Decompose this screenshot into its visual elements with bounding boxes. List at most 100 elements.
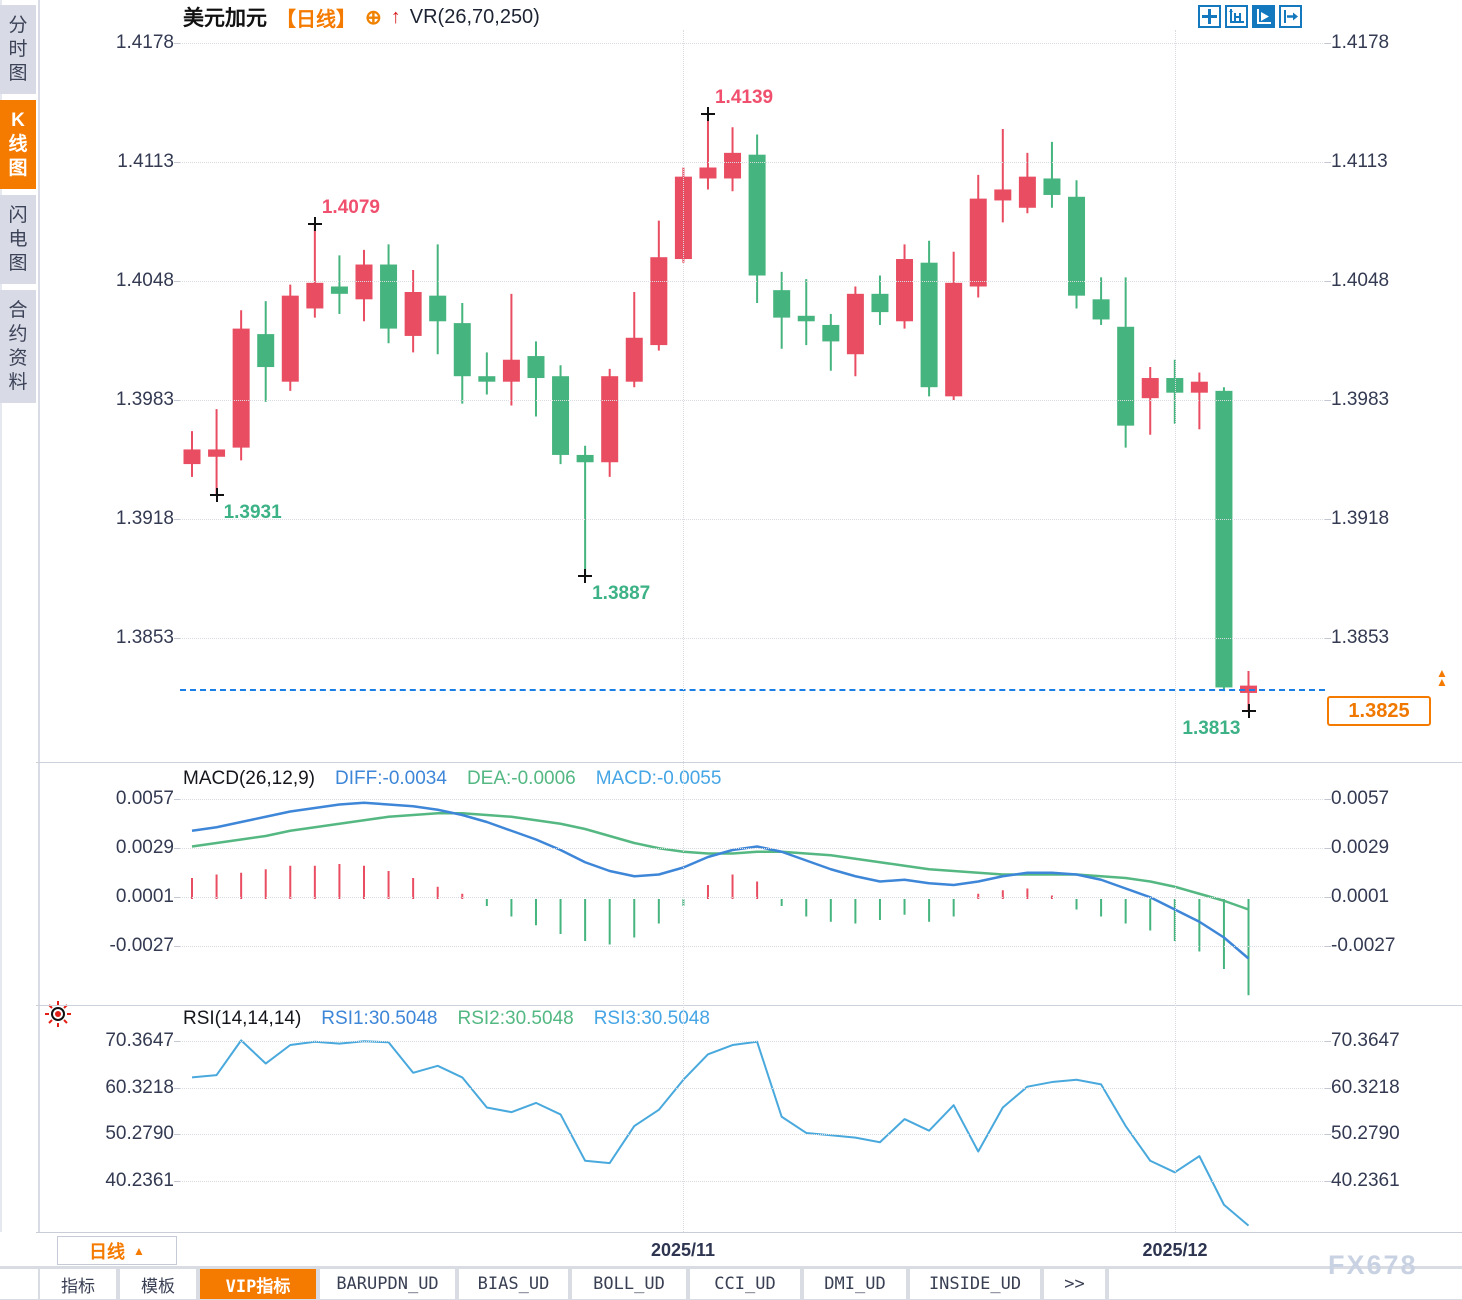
candle-body (404, 291, 422, 336)
axis-tick (1325, 1134, 1331, 1135)
sidebar-item-4[interactable]: 合约资料 (0, 290, 36, 403)
bottom-tab-barupdnud[interactable]: BARUPDN_UD (320, 1269, 455, 1299)
axis-tick (174, 848, 180, 849)
auto-scroll-icon[interactable] (1252, 5, 1275, 28)
extreme-marker-icon (578, 568, 593, 583)
h-gridline (180, 848, 1325, 849)
macd-axis-label-right: 0.0057 (1331, 788, 1390, 809)
rsi3-value: RSI3:30.5048 (593, 1008, 710, 1029)
bottom-tab-biasud[interactable]: BIAS_UD (459, 1269, 568, 1299)
macd-header: MACD(26,12,9) DIFF:-0.0034 DEA:-0.0006 M… (183, 768, 721, 790)
candle-body (871, 293, 889, 313)
macd-diff-value: DIFF:-0.0034 (335, 768, 447, 789)
sidebar-item-char: 线 (8, 134, 28, 155)
axis-tick (1325, 848, 1331, 849)
current-price-line (180, 689, 1325, 691)
rsi-axis-label-right: 70.3647 (1331, 1030, 1400, 1051)
candle-body (1141, 378, 1159, 399)
candles-svg (183, 114, 1258, 712)
rsi-axis-label-right: 60.3218 (1331, 1077, 1400, 1098)
move-icon[interactable] (1198, 5, 1221, 28)
price-axis-label-left: 1.3983 (115, 389, 174, 410)
sidebar-item-1[interactable]: 分时图 (0, 5, 36, 94)
axis-tick (1325, 43, 1331, 44)
h-gridline (180, 43, 1325, 44)
candle-body (208, 449, 226, 457)
candle-body (625, 337, 643, 382)
macd-axis-label-right: 0.0029 (1331, 837, 1390, 858)
add-overlay-icon[interactable]: ⊕ (365, 6, 382, 29)
rsi1-value: RSI1:30.5048 (321, 1008, 438, 1029)
candlestick-plot[interactable]: 1.3931 1.4079 1.3887 1.4139 1.3813 (180, 30, 1325, 757)
sidebar-item-char: 约 (8, 324, 28, 345)
more-tabs-button[interactable]: >> (1044, 1269, 1105, 1299)
rsi-axis-label-left: 70.3647 (105, 1030, 174, 1051)
candle-body (1018, 176, 1036, 208)
axis-tick (1325, 1181, 1331, 1182)
price-axis-label-right: 1.4178 (1331, 32, 1390, 53)
bottom-tab-[interactable]: 模板 (120, 1269, 196, 1299)
period-selector-label: 日线 (89, 1241, 126, 1262)
candle-body (797, 315, 815, 322)
price-axis-label-left: 1.3853 (115, 627, 174, 648)
candle-body (257, 334, 275, 368)
current-price-readout: 1.3825 (1327, 696, 1431, 726)
axis-tick (174, 799, 180, 800)
candle-body (920, 262, 938, 388)
candle-body (822, 324, 840, 342)
axis-tick (1325, 799, 1331, 800)
h-gridline (180, 400, 1325, 401)
sidebar-item-char: 闪 (8, 205, 28, 226)
bottom-tab-[interactable]: 指标 (40, 1269, 116, 1299)
sidebar-item-3[interactable]: 闪电图 (0, 195, 36, 284)
candle-body (1068, 196, 1086, 296)
chart-header: 美元加元 【日线】 ⊕ ↑ VR(26,70,250) (183, 3, 540, 31)
candle-body (601, 376, 619, 463)
axis-tick (174, 897, 180, 898)
sidebar-item-char: 图 (8, 63, 28, 84)
rsi-plot[interactable] (180, 1032, 1325, 1232)
extreme-marker-icon (209, 488, 224, 503)
bottom-tab-insideud[interactable]: INSIDE_UD (910, 1269, 1040, 1299)
axis-tick (1325, 897, 1331, 898)
macd-title: MACD(26,12,9) (183, 768, 315, 789)
price-axis-label-left: 1.4048 (115, 270, 174, 291)
h-gridline (180, 1088, 1325, 1089)
go-latest-icon[interactable] (1279, 5, 1302, 28)
candle-body (281, 295, 299, 382)
price-axis-label-right: 1.4113 (1331, 151, 1388, 172)
rsi-axis-label-left: 50.2790 (105, 1123, 174, 1144)
candle-body (527, 356, 545, 379)
watermark: FX678 (1328, 1250, 1418, 1280)
candle-body (896, 259, 914, 322)
bottom-tab-cciud[interactable]: CCI_UD (690, 1269, 800, 1299)
fit-scale-icon[interactable] (1225, 5, 1248, 28)
axis-tick (174, 1181, 180, 1182)
candle-body (1092, 299, 1110, 320)
bottom-tab-dmiud[interactable]: DMI_UD (804, 1269, 906, 1299)
period-badge[interactable]: 【日线】 (276, 8, 356, 31)
bottom-tab-bollud[interactable]: BOLL_UD (572, 1269, 686, 1299)
symbol-title: 美元加元 (183, 7, 267, 30)
v-gridline (683, 30, 684, 1232)
time-axis-label: 2025/12 (1142, 1240, 1208, 1260)
rsi-axis-label-left: 60.3218 (105, 1077, 174, 1098)
macd-axis-label-left: 0.0029 (115, 837, 174, 858)
candle-body (773, 290, 791, 318)
vr-indicator-label[interactable]: VR(26,70,250) (409, 5, 540, 28)
candle-body (502, 359, 520, 382)
macd-dea-value: DEA:-0.0006 (466, 768, 576, 789)
extreme-price-label: 1.3931 (223, 502, 282, 524)
bottom-tab-vip[interactable]: VIP指标 (200, 1269, 316, 1299)
indicator-settings-sun-icon[interactable] (44, 1000, 72, 1028)
price-axis-label-left: 1.4113 (117, 151, 174, 172)
h-gridline (180, 1134, 1325, 1135)
period-selector[interactable]: 日线 ▲ (57, 1236, 177, 1265)
macd-plot[interactable] (180, 765, 1325, 1005)
extreme-price-label: 1.3887 (592, 582, 651, 604)
candle-body (994, 189, 1012, 201)
h-gridline (180, 1181, 1325, 1182)
sidebar-item-char: 图 (8, 253, 28, 274)
